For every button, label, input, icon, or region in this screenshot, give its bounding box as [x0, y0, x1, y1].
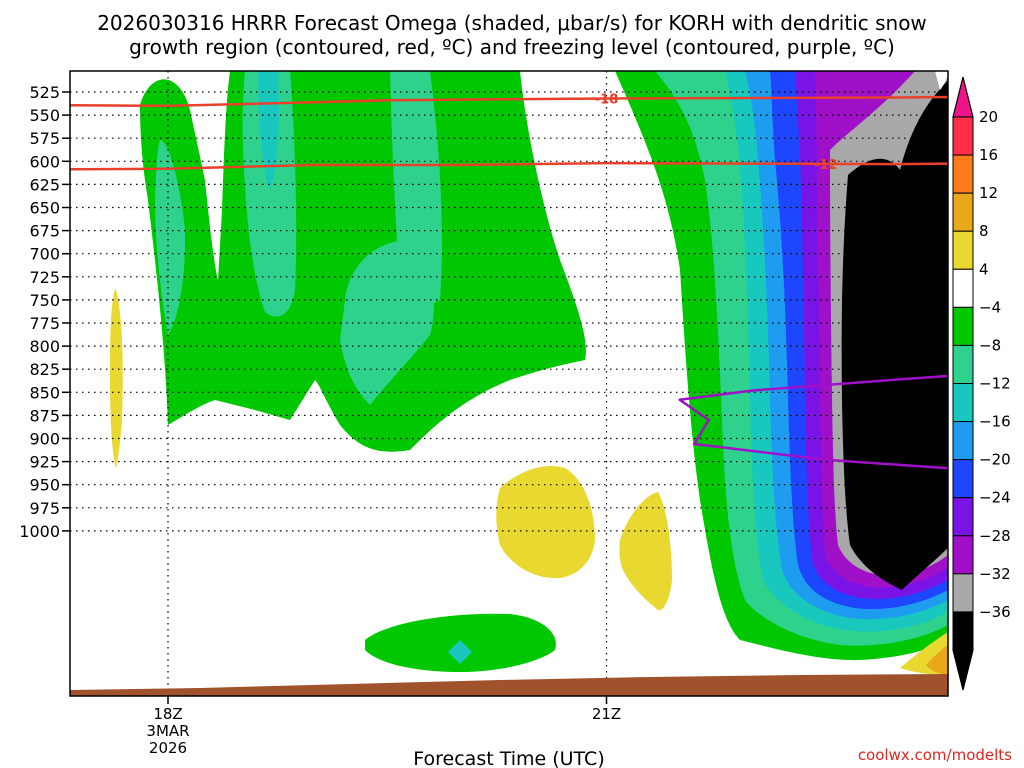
colorbar-swatch: [952, 192, 974, 232]
omega-fill-yellow-2: [496, 466, 595, 579]
y-tick-label: 975: [29, 499, 60, 518]
colorbar-swatch: [952, 268, 974, 308]
colorbar-swatch: [952, 344, 974, 384]
colorbar-label: 4: [979, 260, 989, 278]
colorbar-swatch: [952, 459, 974, 499]
x-tick-label: 21Z: [592, 705, 621, 723]
colorbar: 20 16 12 8 4 −4 −8 −12 −16 −20 −24 −28 −32 −36: [952, 76, 1011, 691]
contour-line-0: [678, 374, 948, 470]
omega-shading: [110, 71, 948, 676]
contour-label--18: -18: [595, 92, 619, 107]
colorbar-swatch: [952, 497, 974, 537]
colorbar-swatch: [952, 535, 974, 575]
y-tick-label: 700: [29, 245, 60, 264]
y-tick-label: 800: [29, 337, 60, 356]
contour-line--12: [70, 161, 948, 171]
y-tick-label: 950: [29, 476, 60, 495]
chart-title-line-1: 2026030316 HRRR Forecast Omega (shaded, …: [97, 11, 927, 35]
colorbar-swatch: [952, 306, 974, 346]
x-tick-label: 2026: [149, 739, 187, 757]
x-tick-label: 18Z: [153, 705, 182, 723]
y-tick-label: 600: [29, 152, 60, 171]
contour-line--18: [70, 95, 948, 108]
contour-label--12: -12: [814, 158, 838, 173]
colorbar-label: 12: [979, 184, 998, 202]
y-tick-label: 850: [29, 383, 60, 402]
y-tick-label: 575: [29, 129, 60, 148]
colorbar-swatch: [952, 421, 974, 461]
colorbar-label: −28: [979, 527, 1011, 545]
y-tick-label: 675: [29, 222, 60, 241]
colorbar-label: −20: [979, 451, 1011, 469]
x-axis-label: Forecast Time (UTC): [413, 748, 604, 768]
colorbar-swatch: [952, 383, 974, 423]
omega-fill-yellow-1: [110, 288, 123, 468]
y-tick-label: 550: [29, 106, 60, 125]
y-axis: 525 550 575 600 625 650 675 700 725 750 775 800 825 8…: [19, 83, 70, 541]
terrain-ground: [70, 674, 948, 696]
colorbar-label: −24: [979, 489, 1011, 507]
plot-area: -18-18-120: [70, 71, 948, 696]
y-tick-label: 750: [29, 291, 60, 310]
y-tick-label: 875: [29, 406, 60, 425]
omega-fill-yellow-3: [619, 492, 672, 611]
colorbar-label: −4: [979, 298, 1001, 316]
colorbar-label: −12: [979, 375, 1011, 393]
omega-fill-teal-left-4: [390, 71, 442, 304]
plot-border: [69, 70, 949, 697]
y-tick-label: 825: [29, 360, 60, 379]
y-tick-label: 725: [29, 268, 60, 287]
y-tick-label: 625: [29, 175, 60, 194]
colorbar-label: −8: [979, 336, 1001, 354]
colorbar-swatch: [952, 154, 974, 194]
x-tick-label: 3MAR: [146, 722, 189, 740]
colorbar-label: −16: [979, 413, 1011, 431]
colorbar-top-triangle: [952, 76, 974, 118]
colorbar-swatch: [952, 611, 974, 651]
grid-lines: [70, 71, 948, 696]
colorbar-bottom-triangle: [952, 649, 974, 691]
y-tick-label: 925: [29, 453, 60, 472]
temperature-contours: -18-18-120: [70, 92, 948, 470]
colorbar-label: −32: [979, 565, 1011, 583]
colorbar-swatch: [952, 573, 974, 613]
x-axis: 18Z3MAR202621Z00Z4MAR03Z06Z09Z: [146, 696, 1024, 757]
y-tick-label: 525: [29, 83, 60, 102]
colorbar-label: 20: [979, 108, 998, 126]
y-tick-label: 900: [29, 430, 60, 449]
colorbar-swatch: [952, 116, 974, 156]
omega-fill-teal-left-2: [242, 71, 297, 317]
credit-text: coolwx.com/modelts: [858, 746, 1012, 764]
colorbar-label: 8: [979, 222, 989, 240]
omega-fill-cyan-left: [258, 71, 279, 190]
chart-title-line-2: growth region (contoured, red, ºC) and f…: [129, 35, 895, 59]
y-tick-label: 775: [29, 314, 60, 333]
colorbar-label: −36: [979, 603, 1011, 621]
colorbar-label: 16: [979, 146, 998, 164]
omega-fill-white-right-gap: [935, 71, 948, 90]
omega-fill-teal-left-1: [155, 140, 186, 335]
y-tick-label: 650: [29, 199, 60, 218]
omega-fill-cyan-low: [448, 640, 472, 664]
colorbar-swatch: [952, 230, 974, 270]
y-tick-label: 1000: [19, 522, 60, 541]
omega-fill-orange-4: [926, 645, 948, 675]
